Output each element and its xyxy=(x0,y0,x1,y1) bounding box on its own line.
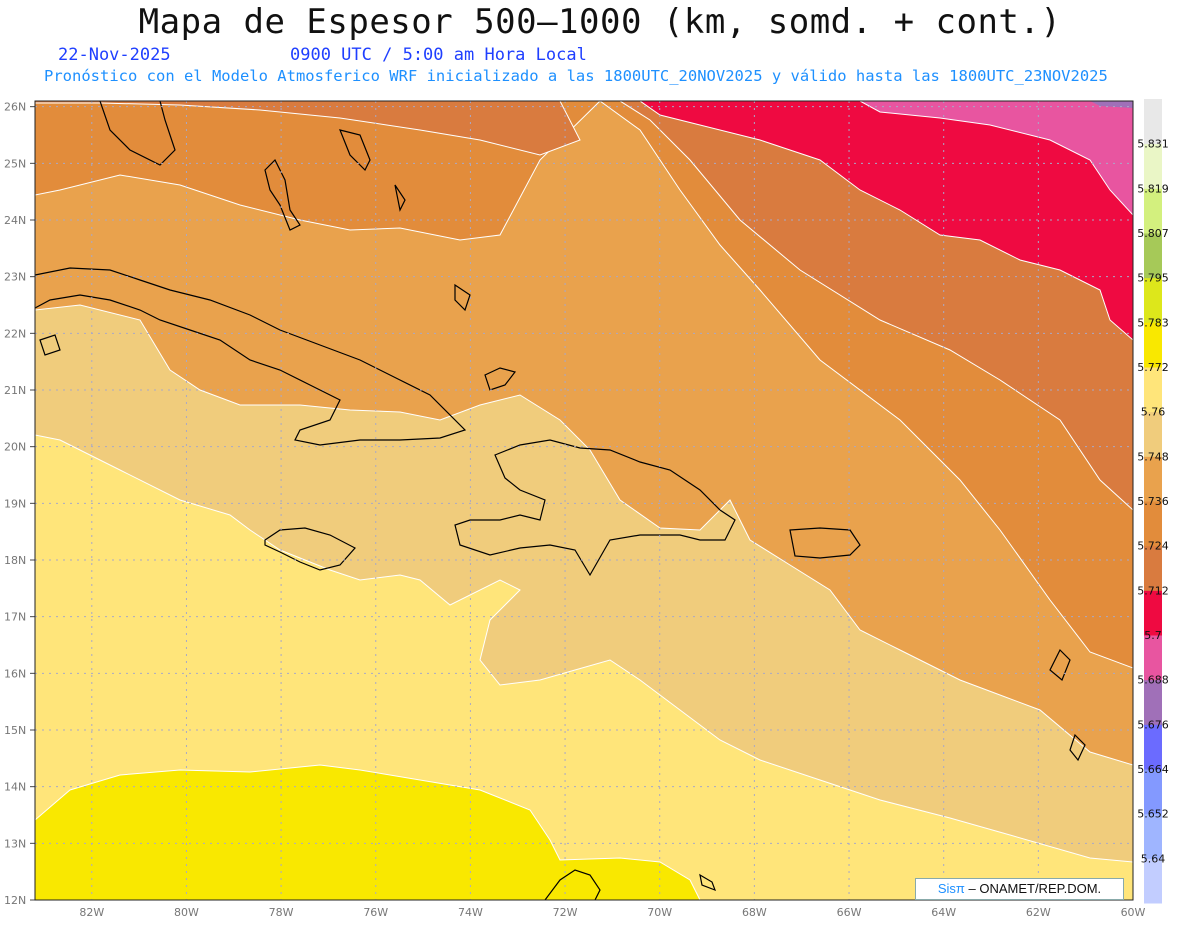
shaded-bands xyxy=(35,101,1133,900)
coastlines xyxy=(35,101,1086,900)
legend-level-label: 5.819 xyxy=(1137,182,1169,195)
legend-swatch xyxy=(1144,813,1162,859)
coast-bahamas-1 xyxy=(264,158,301,231)
lat-tick-label: 24N xyxy=(4,214,26,227)
legend-level-label: 5.676 xyxy=(1137,718,1169,731)
legend-level-label: 5.783 xyxy=(1137,316,1169,329)
coast-cuba xyxy=(35,267,467,446)
legend-level-label: 5.748 xyxy=(1137,450,1169,463)
legend-swatch xyxy=(1144,858,1162,904)
legend-level-label: 5.724 xyxy=(1137,540,1169,553)
legend-swatch xyxy=(1144,411,1162,457)
lat-tick-label: 15N xyxy=(4,724,26,737)
lat-tick-label: 26N xyxy=(4,101,26,114)
lon-tick-label: 74W xyxy=(458,906,483,919)
legend-swatch xyxy=(1144,188,1162,234)
coast-florida xyxy=(99,101,176,166)
coast-curacao xyxy=(699,873,717,892)
forecast-date: 22-Nov-2025 xyxy=(58,45,171,65)
legend-level-label: 5.831 xyxy=(1137,138,1169,151)
legend-swatch xyxy=(1144,143,1162,189)
band-5676 xyxy=(1090,101,1133,108)
legend-swatch xyxy=(1144,322,1162,368)
lat-tick-label: 22N xyxy=(4,327,26,340)
lon-tick-label: 62W xyxy=(1026,906,1051,919)
coast-jamaica xyxy=(264,527,356,571)
lat-tick-label: 25N xyxy=(4,157,26,170)
model-subtitle: Pronóstico con el Modelo Atmosferico WRF… xyxy=(44,67,1108,85)
lat-tick-label: 14N xyxy=(4,781,26,794)
legend-level-label: 5.7 xyxy=(1144,629,1162,642)
legend-swatch xyxy=(1144,456,1162,502)
forecast-time: 0900 UTC / 5:00 am Hora Local xyxy=(290,45,587,65)
legend-swatch xyxy=(1144,590,1162,636)
color-legend: 5.64 5.652 5.664 5.676 5.688 5.7 5.712 5.724 5.7… xyxy=(1137,99,1169,904)
legend-swatch xyxy=(1144,635,1162,681)
coast-bahamas-4 xyxy=(454,283,471,312)
lat-tick-label: 19N xyxy=(4,497,26,510)
legend-swatch xyxy=(1144,679,1162,725)
legend-swatch xyxy=(1144,769,1162,815)
legend-swatch xyxy=(1144,277,1162,323)
legend-swatch xyxy=(1144,501,1162,547)
plot-frame xyxy=(34,100,1134,901)
band-5688 xyxy=(859,101,1133,216)
lat-tick-label: 23N xyxy=(4,271,26,284)
lat-tick-label: 21N xyxy=(4,384,26,397)
legend-level-label: 5.64 xyxy=(1141,852,1166,865)
credit-text: – ONAMET/REP.DOM. xyxy=(968,881,1102,896)
axis-ticks: 82W 80W 78W 76W 74W 72W 70W 68W 66W 64W 62W 60W 12N 1… xyxy=(4,101,1146,919)
lon-tick-label: 66W xyxy=(837,906,862,919)
legend-level-label: 5.795 xyxy=(1137,272,1169,285)
coast-lesser-antilles-1 xyxy=(1049,648,1071,681)
lon-tick-label: 70W xyxy=(647,906,672,919)
lat-tick-label: 13N xyxy=(4,837,26,850)
legend-level-label: 5.807 xyxy=(1137,227,1169,240)
legend-level-label: 5.772 xyxy=(1137,361,1169,374)
legend-level-label: 5.664 xyxy=(1137,763,1169,776)
lon-tick-label: 64W xyxy=(931,906,956,919)
credit-brand: Sisπ xyxy=(937,881,965,896)
coast-bahamas-2 xyxy=(339,129,371,172)
graticule xyxy=(35,101,1134,901)
lon-tick-label: 78W xyxy=(269,906,294,919)
band-5772 xyxy=(35,764,701,900)
legend-level-label: 5.688 xyxy=(1137,674,1169,687)
legend-level-label: 5.736 xyxy=(1137,495,1169,508)
lat-tick-label: 18N xyxy=(4,554,26,567)
legend-swatch xyxy=(1144,545,1162,591)
coast-isla-juventud xyxy=(39,334,61,356)
lon-tick-label: 68W xyxy=(742,906,767,919)
credit-box: Sisπ – ONAMET/REP.DOM. xyxy=(915,878,1124,900)
lat-tick-label: 20N xyxy=(4,441,26,454)
coast-bahamas-5 xyxy=(484,367,517,391)
lon-tick-label: 72W xyxy=(553,906,578,919)
lon-tick-label: 82W xyxy=(79,906,104,919)
lat-tick-label: 12N xyxy=(4,894,26,907)
coast-puerto-rico xyxy=(789,527,861,559)
legend-level-label: 5.712 xyxy=(1137,584,1169,597)
coast-bahamas-3 xyxy=(394,184,406,212)
lon-tick-label: 76W xyxy=(363,906,388,919)
coast-venezuela xyxy=(544,869,601,900)
lat-tick-label: 17N xyxy=(4,611,26,624)
map-title: Mapa de Espesor 500—1000 (km, somd. + co… xyxy=(138,2,1062,42)
legend-swatch xyxy=(1144,724,1162,770)
legend-swatch xyxy=(1144,99,1162,145)
lon-tick-label: 60W xyxy=(1121,906,1146,919)
band-5712 xyxy=(35,101,581,156)
legend-level-label: 5.76 xyxy=(1141,406,1166,419)
coast-lesser-antilles-2 xyxy=(1069,733,1086,762)
coast-hispaniola xyxy=(454,439,736,577)
band-5700 xyxy=(639,101,1133,341)
lon-tick-label: 80W xyxy=(174,906,199,919)
lat-tick-label: 16N xyxy=(4,667,26,680)
legend-level-label: 5.652 xyxy=(1137,808,1169,821)
legend-swatch xyxy=(1144,367,1162,413)
legend-swatch xyxy=(1144,233,1162,279)
